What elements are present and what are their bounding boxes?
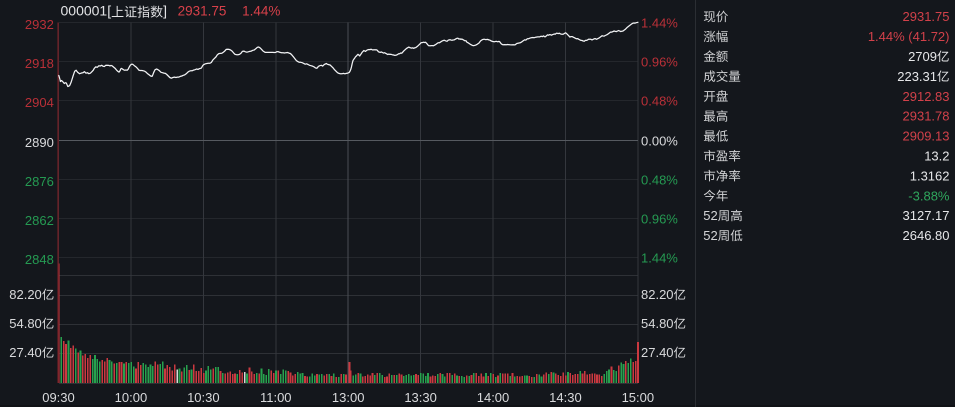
- svg-text:54.80: 54.80: [641, 316, 674, 331]
- svg-text:10:30: 10:30: [187, 390, 220, 405]
- svg-text:]: ]: [163, 3, 167, 19]
- svg-text:27.40: 27.40: [9, 345, 42, 360]
- svg-text:2904: 2904: [25, 95, 54, 110]
- svg-text:2931.75: 2931.75: [903, 9, 950, 24]
- svg-text:09:30: 09:30: [42, 390, 75, 405]
- svg-text:1.44%: 1.44%: [641, 15, 678, 30]
- svg-text:2909.13: 2909.13: [903, 129, 950, 144]
- svg-text:2932: 2932: [25, 17, 54, 32]
- svg-text:0.48%: 0.48%: [641, 172, 678, 187]
- svg-text:13.2: 13.2: [924, 149, 949, 164]
- svg-text:13:00: 13:00: [332, 390, 365, 405]
- svg-text:0.00%: 0.00%: [641, 133, 678, 148]
- svg-text:10:00: 10:00: [115, 390, 148, 405]
- svg-text:2876: 2876: [25, 174, 54, 189]
- svg-text:52: 52: [703, 208, 717, 223]
- svg-text:14:00: 14:00: [477, 390, 510, 405]
- svg-text:15:00: 15:00: [622, 390, 655, 405]
- svg-text:1.44%: 1.44%: [641, 250, 678, 265]
- svg-text:2912.83: 2912.83: [903, 89, 950, 104]
- svg-text:1.44% (41.72): 1.44% (41.72): [868, 29, 950, 44]
- svg-text:2931.75: 2931.75: [178, 4, 227, 19]
- svg-text:223.31: 223.31: [897, 69, 937, 84]
- svg-text:000001[: 000001[: [61, 3, 112, 19]
- svg-text:82.20: 82.20: [641, 287, 674, 302]
- svg-text:11:00: 11:00: [260, 390, 292, 405]
- svg-text:0.96%: 0.96%: [641, 211, 678, 226]
- svg-text:52: 52: [703, 228, 717, 243]
- svg-text:1.44%: 1.44%: [242, 4, 280, 19]
- svg-text:27.40: 27.40: [641, 345, 674, 360]
- svg-text:54.80: 54.80: [9, 316, 42, 331]
- svg-text:3127.17: 3127.17: [903, 208, 950, 223]
- svg-text:2862: 2862: [25, 213, 54, 228]
- svg-text:1.3162: 1.3162: [910, 168, 950, 183]
- svg-text:2890: 2890: [25, 135, 54, 150]
- svg-text:2931.78: 2931.78: [903, 109, 950, 124]
- svg-text:2646.80: 2646.80: [903, 228, 950, 243]
- svg-text:0.96%: 0.96%: [641, 54, 678, 69]
- svg-text:82.20: 82.20: [9, 287, 42, 302]
- svg-text:-3.88%: -3.88%: [908, 188, 950, 203]
- svg-text:13:30: 13:30: [404, 390, 437, 405]
- svg-text:2918: 2918: [25, 56, 54, 71]
- svg-text:14:30: 14:30: [549, 390, 582, 405]
- svg-text:2709: 2709: [908, 49, 937, 64]
- svg-text:0.48%: 0.48%: [641, 93, 678, 108]
- svg-text:2848: 2848: [25, 252, 54, 267]
